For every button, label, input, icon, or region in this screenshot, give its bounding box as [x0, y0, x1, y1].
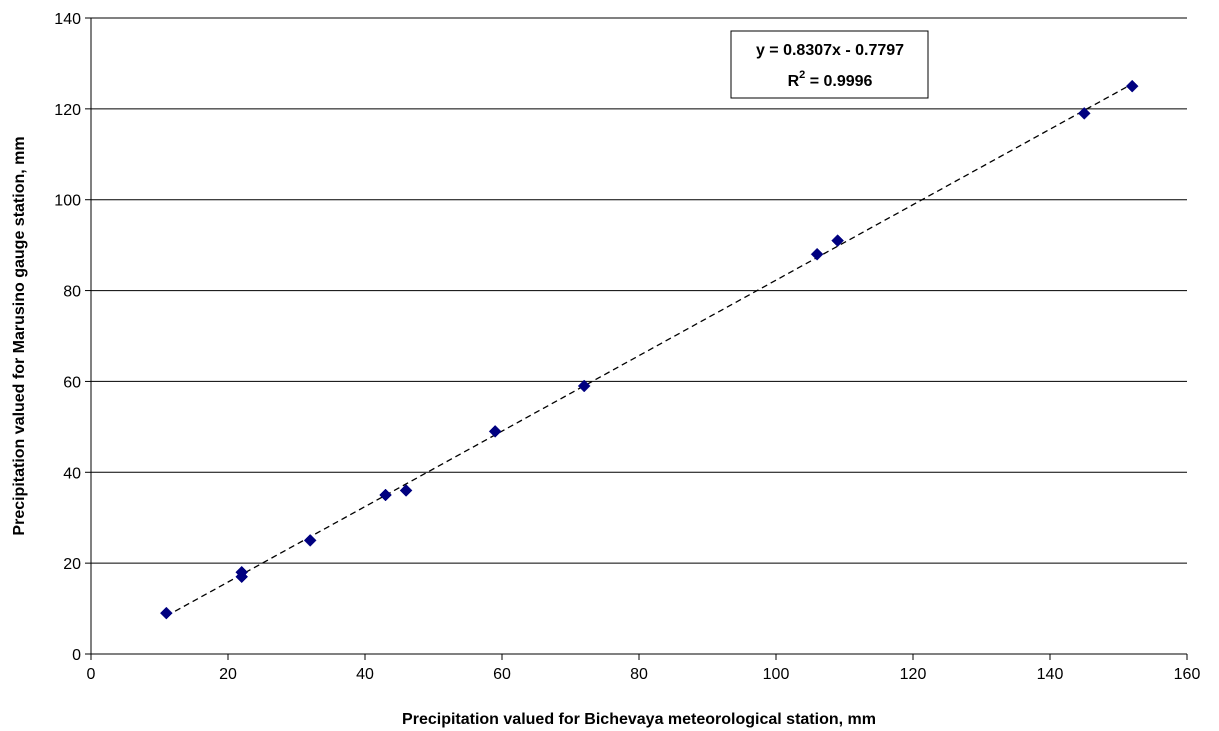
y-tick-label-5: 100	[54, 193, 81, 210]
y-tick-label-4: 80	[63, 284, 81, 301]
trendline-group	[166, 83, 1133, 617]
x-tick-label-6: 120	[900, 666, 927, 683]
x-axis-title: Precipitation valued for Bichevaya meteo…	[402, 711, 876, 728]
r-squared-label: R2 = 0.9996	[788, 69, 873, 90]
data-point-3	[303, 534, 317, 547]
equation-label: y = 0.8307x - 0.7797	[756, 42, 904, 59]
y-tick-label-1: 20	[63, 556, 81, 573]
x-tick-label-2: 40	[356, 666, 374, 683]
r-squared-prefix: R	[788, 73, 800, 90]
y-tick-label-3: 60	[63, 374, 81, 391]
x-tick-label-7: 140	[1037, 666, 1064, 683]
data-point-11	[1125, 79, 1139, 93]
x-tick-labels: 0 20 40 60 80 100 120 140 160	[87, 666, 1201, 683]
gridlines	[91, 17, 1187, 564]
y-tick-label-6: 120	[54, 102, 81, 119]
data-points	[159, 79, 1139, 620]
data-point-5	[399, 484, 413, 497]
x-tick-label-5: 100	[763, 666, 790, 683]
r-squared-value: = 0.9996	[805, 73, 872, 90]
data-point-2	[235, 565, 249, 579]
y-tick-labels: 0 20 40 60 80 100 120 140	[54, 11, 81, 664]
x-tick-label-4: 80	[630, 666, 648, 683]
data-point-4	[379, 488, 392, 502]
r-squared-superscript: 2	[799, 69, 805, 81]
trendline-equation-box: y = 0.8307x - 0.7797 R2 = 0.9996	[730, 30, 929, 99]
x-tick-label-1: 20	[219, 666, 237, 683]
x-tick-label-8: 160	[1174, 666, 1201, 683]
y-axis-title: Precipitation valued for Marusino gauge …	[11, 136, 28, 535]
data-point-6	[488, 425, 502, 438]
y-tick-label-7: 140	[54, 11, 81, 28]
y-tick-label-0: 0	[72, 647, 81, 664]
axes	[85, 17, 1188, 660]
trendline	[166, 83, 1133, 617]
data-point-0	[159, 606, 173, 620]
x-tick-label-3: 60	[493, 666, 511, 683]
data-point-8	[810, 247, 824, 261]
data-point-7	[577, 379, 591, 393]
data-point-9	[831, 234, 845, 247]
y-tick-label-2: 40	[63, 465, 81, 482]
x-tick-label-0: 0	[87, 666, 96, 683]
data-point-10	[1077, 107, 1091, 120]
